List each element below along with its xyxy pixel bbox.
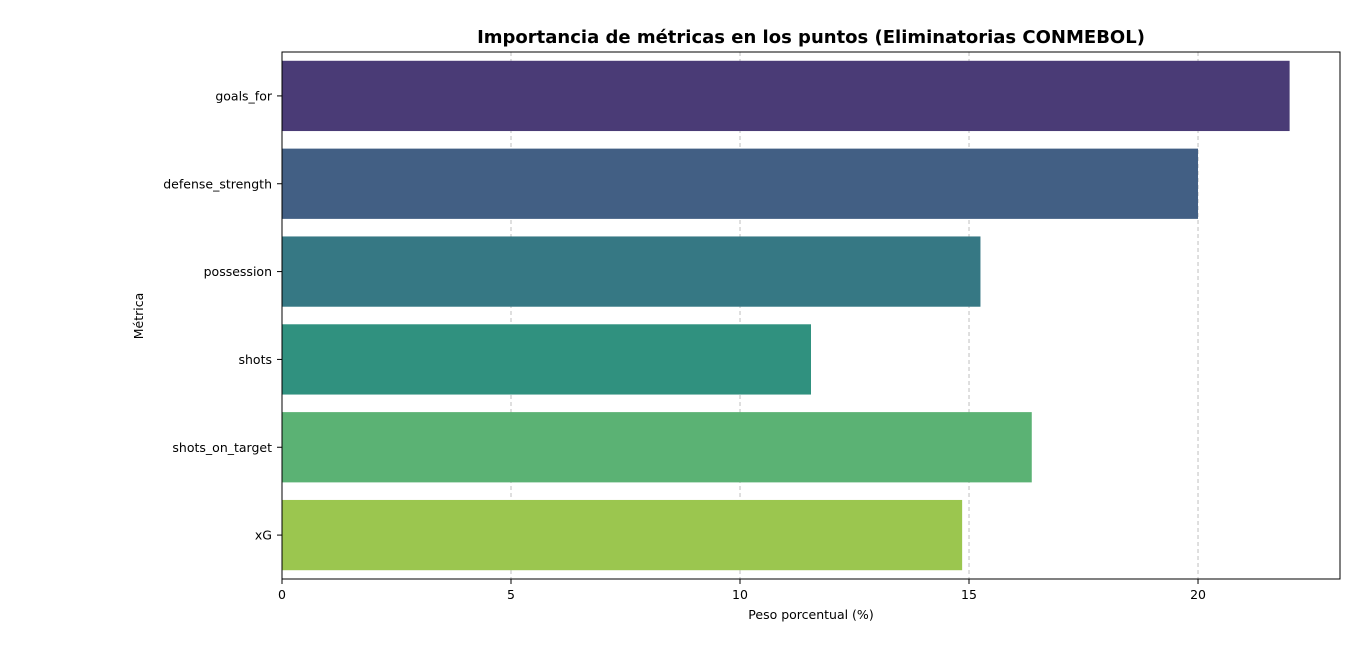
y-axis-label: Métrica	[131, 293, 146, 340]
bar-goals-for	[282, 60, 1290, 132]
y-tick-label: goals_for	[215, 88, 273, 103]
y-tick-label: defense_strength	[163, 176, 272, 191]
y-tick-label: possession	[204, 264, 272, 279]
x-tick-label: 5	[507, 587, 515, 602]
x-tick-label: 0	[278, 587, 286, 602]
y-tick-label: shots_on_target	[172, 440, 272, 455]
bar-possession	[282, 236, 981, 307]
bar-xG	[282, 499, 963, 571]
x-tick-label: 15	[961, 587, 977, 602]
x-axis-label: Peso porcentual (%)	[748, 607, 873, 622]
y-axis-ticks: goals_for defense_strength possession shots…	[163, 88, 282, 543]
x-tick-label: 20	[1190, 587, 1206, 602]
bar-shots	[282, 324, 811, 395]
x-tick-label: 10	[732, 587, 748, 602]
x-axis-ticks: 0 5 10 15 20	[278, 579, 1206, 602]
grid-lines	[510, 52, 1199, 579]
plot-frame	[281, 51, 1341, 580]
y-tick-label: xG	[255, 528, 272, 543]
bar-defense-strength	[282, 148, 1199, 219]
bars	[282, 60, 1290, 571]
bar-shots-on-target	[282, 412, 1032, 483]
y-tick-label: shots	[239, 352, 273, 367]
chart-title: Importancia de métricas en los puntos (E…	[477, 27, 1145, 48]
